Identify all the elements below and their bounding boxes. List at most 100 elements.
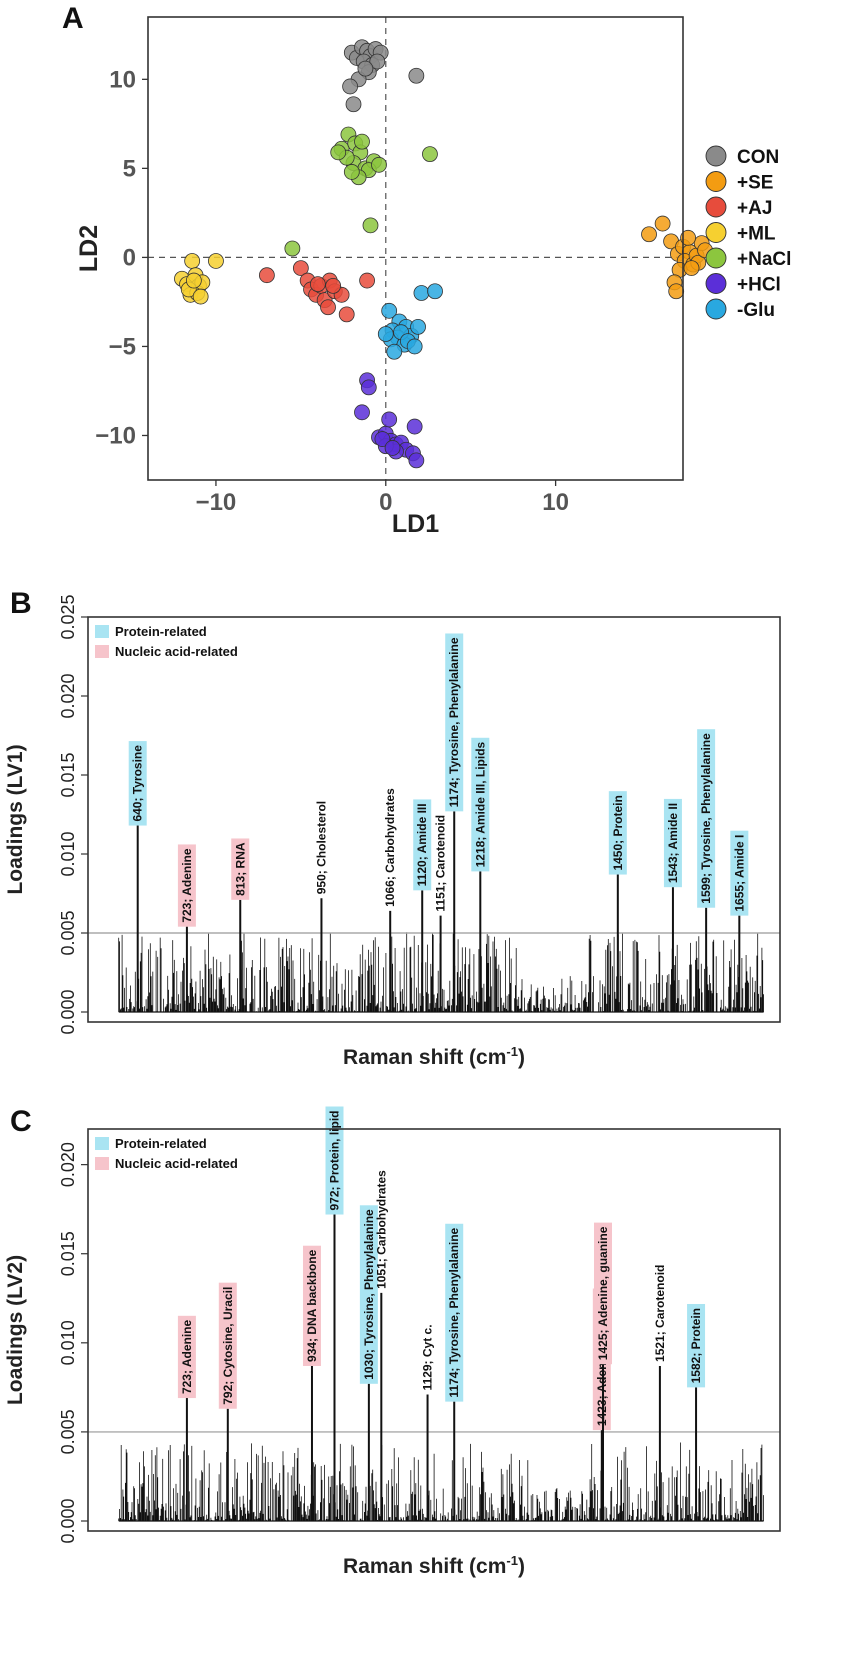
scatter-point [284, 240, 301, 257]
peak-label-highlight [218, 1282, 237, 1409]
legend-marker [705, 222, 727, 243]
peak-label: 1543; Amide II [666, 803, 680, 883]
scatter-point [342, 78, 359, 95]
peak-label-highlight [128, 741, 147, 826]
scatter-point [377, 326, 394, 342]
y-tick-label: 0 [123, 244, 136, 271]
peak-annotation: 1521; Carotenoid [653, 1265, 667, 1362]
peak-label: 972; Protein, lipid [327, 1110, 341, 1210]
scatter-point [384, 440, 401, 456]
scatter-point [654, 215, 671, 232]
legend-marker [705, 247, 727, 269]
peak-label: 723; Adenine [180, 848, 194, 923]
peak-label-highlight [471, 737, 490, 872]
scatter-point [320, 299, 336, 316]
scatter-point [343, 164, 360, 180]
y-tick-label: −5 [109, 333, 136, 360]
peak-annotation: 950; Cholesterol [314, 801, 328, 894]
legend-label: -Glu [737, 300, 775, 321]
legend-swatch [95, 1137, 109, 1150]
scatter-point [408, 67, 425, 84]
y-tick-label: 0.015 [58, 752, 78, 797]
y-axis-title: LD2 [75, 225, 103, 272]
scatter-point [354, 404, 370, 421]
peak-label-highlight [231, 838, 250, 900]
scatter-point [345, 96, 362, 113]
scatter-series [284, 126, 438, 257]
legend-label: +ML [737, 224, 776, 245]
y-tick-label: 10 [109, 66, 136, 93]
legend-marker [705, 171, 727, 192]
y-axis-title: Loadings (LV2) [4, 1255, 27, 1405]
scatter-point [406, 418, 423, 435]
panel-a: A −10 0 10 −10 −5 0 5 10 LD1 LD2 CON +SE +AJ +ML +NaCl +… [62, 2, 791, 538]
scatter-point [422, 146, 438, 163]
legend: CON +SE +AJ +ML +NaCl +HCl -Glu [705, 145, 791, 321]
peak-label-highlight [177, 844, 196, 927]
scatter-point [338, 306, 355, 323]
peak-annotation: 1450; Protein [608, 791, 627, 875]
y-tick-label: 0.020 [58, 673, 78, 718]
peak-annotation: 813; RNA [231, 838, 250, 900]
scatter-point [668, 283, 685, 300]
peak-label-highlight [608, 791, 627, 875]
peak-label: 1174; Tyrosine, Phenylalanine [447, 637, 461, 807]
scatter-point [680, 229, 696, 246]
peak-label: 640; Tyrosine [131, 745, 145, 822]
plot-frame [147, 16, 684, 481]
peak-label: 1450; Protein [611, 795, 625, 870]
legend-label: +HCl [737, 275, 781, 296]
scatter-point [192, 288, 209, 305]
scatter-point [410, 318, 426, 335]
peak-annotation: 1151; Carotenoid [434, 815, 448, 912]
legend-label: CON [737, 147, 779, 168]
x-axis-title: Raman shift (cm-1) [343, 1553, 525, 1578]
scatter-point [258, 267, 275, 284]
y-tick-label: 0.000 [58, 989, 78, 1034]
y-tick-label: 0.020 [58, 1142, 78, 1187]
peak-label: 1218; Amide III, Lipids [473, 741, 487, 867]
peak-label-highlight [697, 729, 716, 908]
legend-swatch [95, 645, 109, 658]
peak-label: 723; Adenine [180, 1319, 194, 1394]
y-tick-label: 0.005 [58, 1409, 78, 1454]
panel-letter-b: B [10, 587, 32, 620]
peak-label-highlight [445, 633, 464, 812]
peak-label: 1051; Carbohydrates [374, 1170, 388, 1289]
legend-marker [705, 145, 727, 167]
scatter-point [369, 53, 386, 70]
scatter-point [359, 272, 375, 289]
peak-label-highlight [177, 1315, 196, 1399]
peak-label-highlight [325, 1106, 344, 1215]
peak-annotation: 723; Adenine [177, 844, 196, 927]
scatter-point [354, 133, 370, 150]
panel-c: C 723; Adenine 792; Cytosine, Uracil 934; D… [4, 1105, 781, 1578]
peak-annotation: 792; Cytosine, Uracil [218, 1282, 237, 1409]
peak-annotation: 1066; Carbohydrates [383, 788, 397, 907]
peak-annotation: 1218; Amide III, Lipids [471, 737, 490, 872]
legend-label: Nucleic acid-related [115, 1156, 238, 1171]
scatter-point [357, 60, 374, 77]
peak-label: 1129; Cyt c. [421, 1324, 435, 1390]
peak-annotation: 640; Tyrosine [128, 741, 147, 826]
peak-label: 813; RNA [233, 842, 247, 896]
scatter-point [386, 343, 403, 360]
category-legend: Protein-related Nucleic acid-related [95, 624, 238, 659]
scatter-point [184, 253, 201, 269]
peak-label: 1030; Tyrosine, Phenylalanine [362, 1209, 376, 1380]
x-axis-title: Raman shift (cm-1) [343, 1044, 525, 1069]
legend-label: Nucleic acid-related [115, 644, 238, 659]
peak-annotation: 1030; Tyrosine, Phenylalanine [359, 1205, 378, 1384]
peak-label-highlight [445, 1223, 464, 1402]
peak-label: 1066; Carbohydrates [383, 788, 397, 907]
scatter-series [377, 283, 443, 360]
peak-annotation: 1051; Carbohydrates [374, 1170, 388, 1289]
peak-label: 1151; Carotenoid [434, 815, 448, 912]
panel-b: B 640; Tyrosine 723; Adenine 813; RNA 950; C… [4, 587, 781, 1069]
peak-annotation: 1120; Amide III [413, 799, 432, 891]
x-axis-title-sup: -1 [506, 1553, 518, 1568]
peak-label: 792; Cytosine, Uracil [221, 1287, 235, 1405]
scatter-point [641, 226, 657, 243]
legend-swatch [95, 625, 109, 638]
peak-label: 1425; Adenine, guanine [596, 1226, 610, 1360]
